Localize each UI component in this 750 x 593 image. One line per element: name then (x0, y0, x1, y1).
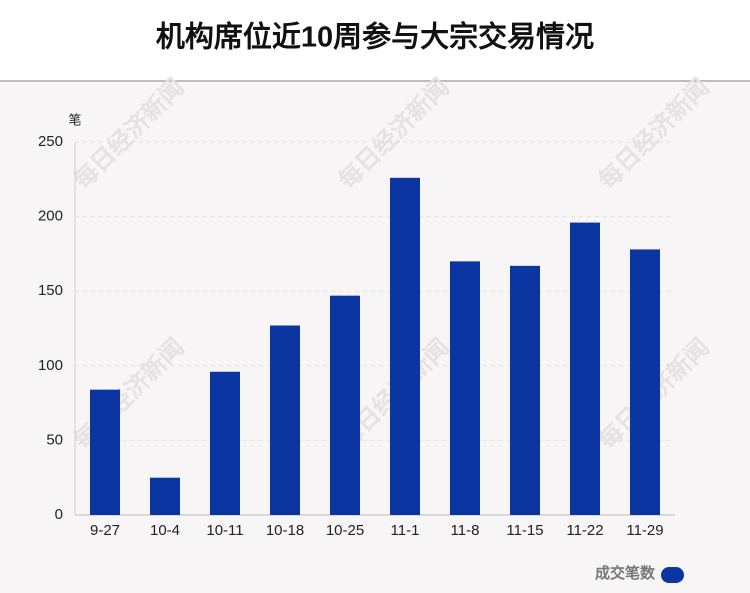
x-tick-label: 11-8 (451, 522, 480, 539)
y-tick-label: 250 (38, 133, 63, 150)
bar (450, 261, 480, 515)
y-tick-label: 0 (55, 506, 63, 523)
header (0, 0, 750, 81)
legend-label: 成交笔数 (595, 564, 656, 582)
y-tick-label: 100 (38, 357, 63, 374)
bar (330, 295, 360, 515)
bar (210, 371, 240, 515)
bar (570, 222, 600, 515)
x-tick-label: 11-1 (391, 522, 420, 539)
y-tick-label: 50 (46, 431, 63, 448)
chart-title: 机构席位近10周参与大宗交易情况 (156, 20, 594, 54)
bar (90, 389, 120, 515)
x-tick-label: 10-25 (326, 522, 364, 539)
legend-swatch (661, 567, 684, 583)
x-tick-label: 11-22 (566, 522, 603, 539)
bar (630, 249, 660, 515)
x-tick-label: 10-4 (150, 522, 180, 539)
bar (390, 177, 420, 516)
y-tick-label: 150 (38, 282, 63, 299)
x-tick-label: 11-15 (506, 522, 543, 539)
x-tick-label: 10-18 (266, 522, 304, 539)
x-tick-label: 10-11 (206, 522, 243, 539)
bar (270, 325, 300, 515)
bar (510, 265, 540, 515)
y-tick-label: 200 (38, 208, 63, 225)
x-tick-label: 11-29 (626, 522, 663, 539)
bar (150, 477, 180, 515)
y-unit: 笔 (68, 112, 81, 127)
x-tick-label: 9-27 (90, 522, 120, 539)
